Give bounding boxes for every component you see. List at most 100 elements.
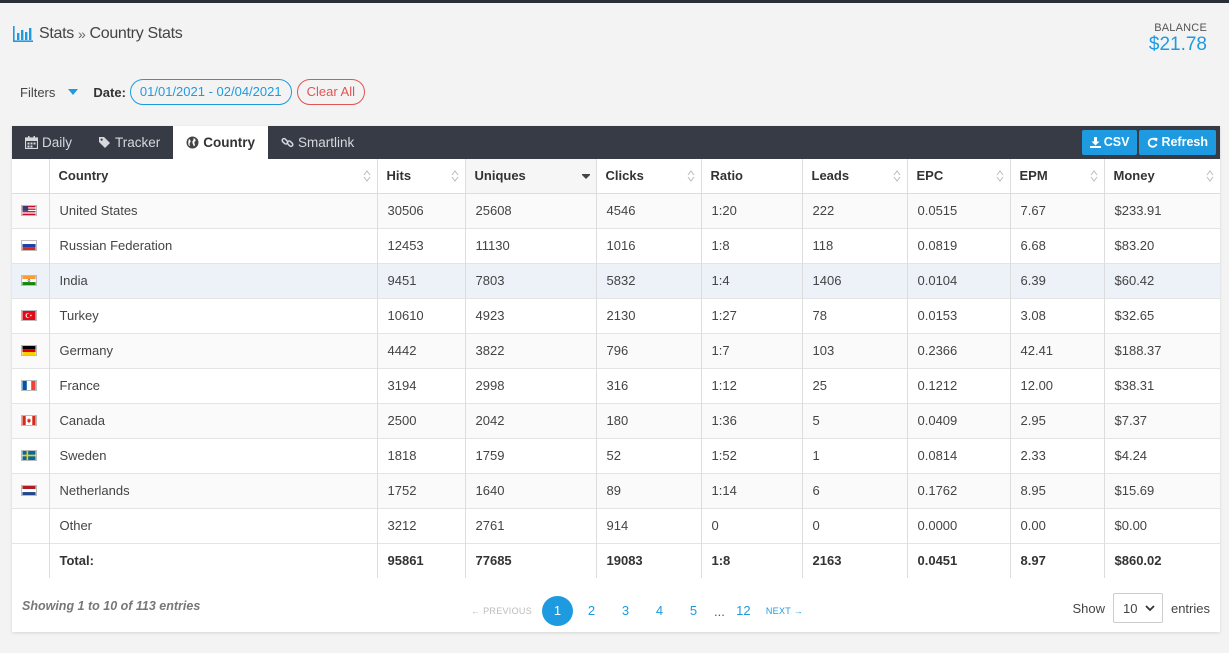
page-button-2[interactable]: 2 [587,603,596,618]
cell-epm: 7.67 [1010,192,1105,228]
cell-epm: 42.41 [1010,332,1105,368]
flag-se-icon [21,450,37,461]
refresh-button[interactable]: Refresh [1139,130,1216,155]
table-row[interactable]: Canada 2500 2042 180 1:36 5 0.0409 2.95 … [12,402,1220,438]
breadcrumb-separator: » [77,26,86,42]
cell-hits: 1818 [377,437,466,473]
cell-ratio: 0 [701,507,803,543]
calendar-icon [25,136,38,149]
page-button-1[interactable]: 1 [542,596,574,626]
csv-button[interactable]: CSV [1081,130,1138,155]
sort-icon [893,170,900,182]
cell-leads: 5 [802,402,908,438]
table-header-row: Country Hits Uniques Clicks Ratio Leads … [12,159,1220,194]
date-range-picker[interactable]: 01/01/2021 - 02/04/2021 [129,79,292,105]
table-row[interactable]: Other 3212 2761 914 0 0 0.0000 0.00 $0.0… [12,507,1220,543]
tab-bar: Daily Tracker Country Smartlink [12,126,1220,159]
table-row[interactable]: Russian Federation 12453 11130 1016 1:8 … [12,227,1220,263]
tab-tracker-label: Tracker [115,135,161,150]
csv-button-label: CSV [1103,135,1130,149]
table-row[interactable]: Germany 4442 3822 796 1:7 103 0.2366 42.… [12,332,1220,368]
cell-country: France [49,367,378,403]
tab-smartlink-label: Smartlink [298,135,355,150]
table-row[interactable]: Netherlands 1752 1640 89 1:14 6 0.1762 8… [12,472,1220,508]
table-row[interactable]: United States 30506 25608 4546 1:20 222 … [12,192,1220,228]
cell-clicks: 1016 [596,227,702,263]
cell-clicks: 2130 [596,297,702,333]
caret-down-icon[interactable] [68,89,79,95]
cell-ratio: 1:12 [701,367,803,403]
table-row[interactable]: India 9451 7803 5832 1:4 1406 0.0104 6.3… [12,262,1220,298]
tab-daily[interactable]: Daily [12,126,85,159]
cell-epm: 6.39 [1010,262,1105,298]
cell-leads: 222 [802,192,908,228]
cell-epc: 0.0515 [907,192,1011,228]
column-header-ratio[interactable]: Ratio [701,159,803,194]
page-size-select[interactable]: 10 [1112,593,1163,623]
column-header-clicks[interactable]: Clicks [596,159,702,194]
page-button-5[interactable]: 5 [689,603,698,618]
column-header-leads[interactable]: Leads [802,159,908,194]
sort-icon [451,170,458,182]
cell-epc: 0.0000 [907,507,1011,543]
column-header-epc[interactable]: EPC [907,159,1011,194]
page-button-last[interactable]: 12 [736,603,751,618]
cell-hits: 30506 [377,192,466,228]
entries-label: entries [1170,600,1210,616]
breadcrumb-root[interactable]: Stats [39,25,74,42]
clear-all-button[interactable]: Clear All [296,79,366,105]
tab-country[interactable]: Country [173,126,269,159]
cell-country: Turkey [49,297,378,333]
table-row[interactable]: Sweden 1818 1759 52 1:52 1 0.0814 2.33 $… [12,437,1220,473]
cell-epc: 0.0104 [907,262,1011,298]
tab-tracker[interactable]: Tracker [85,126,173,159]
table-row[interactable]: France 3194 2998 316 1:12 25 0.1212 12.0… [12,367,1220,403]
cell-epm: 8.95 [1010,472,1105,508]
cell-hits: 12453 [377,227,466,263]
column-header-epm[interactable]: EPM [1010,159,1105,194]
total-hits: 95861 [377,542,466,578]
cell-ratio: 1:14 [701,472,803,508]
cell-ratio: 1:36 [701,402,803,438]
cell-epc: 0.1762 [907,472,1011,508]
cell-ratio: 1:8 [701,227,803,263]
table-row[interactable]: Turkey 10610 4923 2130 1:27 78 0.0153 3.… [12,297,1220,333]
column-header-uniques[interactable]: Uniques [465,159,597,194]
cell-epc: 0.0153 [907,297,1011,333]
sort-icon [1206,170,1214,182]
column-header-hits[interactable]: Hits [377,159,466,194]
flag-cell [12,227,50,263]
flag-cell [12,437,50,473]
sort-icon [363,170,370,182]
total-uniques: 77685 [465,542,597,578]
page-size-value: 10 [1122,600,1138,616]
bar-chart-icon [13,26,33,42]
cell-epm: 12.00 [1010,367,1105,403]
cell-uniques: 25608 [465,192,597,228]
cell-hits: 10610 [377,297,466,333]
filters-bar: Filters Date: 01/01/2021 - 02/04/2021 Cl… [20,79,366,105]
cell-leads: 78 [802,297,908,333]
cell-leads: 0 [802,507,908,543]
cell-ratio: 1:27 [701,297,803,333]
table-footer: Showing 1 to 10 of 113 entries ← PREVIOU… [12,582,1220,632]
cell-hits: 9451 [377,262,466,298]
flag-cell [12,402,50,438]
next-page-button[interactable]: NEXT → [765,606,804,616]
column-header-country[interactable]: Country [49,159,378,194]
cell-uniques: 2998 [465,367,597,403]
flag-nl-icon [21,485,37,496]
cell-uniques: 3822 [465,332,597,368]
previous-page-button[interactable]: ← PREVIOUS [471,606,533,616]
cell-money: $38.31 [1104,367,1220,403]
page-button-4[interactable]: 4 [655,603,664,618]
cell-uniques: 1759 [465,437,597,473]
tab-country-label: Country [203,135,256,150]
column-header-money[interactable]: Money [1104,159,1220,194]
country-stats-table: Country Hits Uniques Clicks Ratio Leads … [12,159,1220,578]
cell-ratio: 1:4 [701,262,803,298]
globe-icon [186,136,199,149]
filters-toggle[interactable]: Filters [20,84,56,100]
tab-smartlink[interactable]: Smartlink [268,126,367,159]
page-button-3[interactable]: 3 [621,603,630,618]
